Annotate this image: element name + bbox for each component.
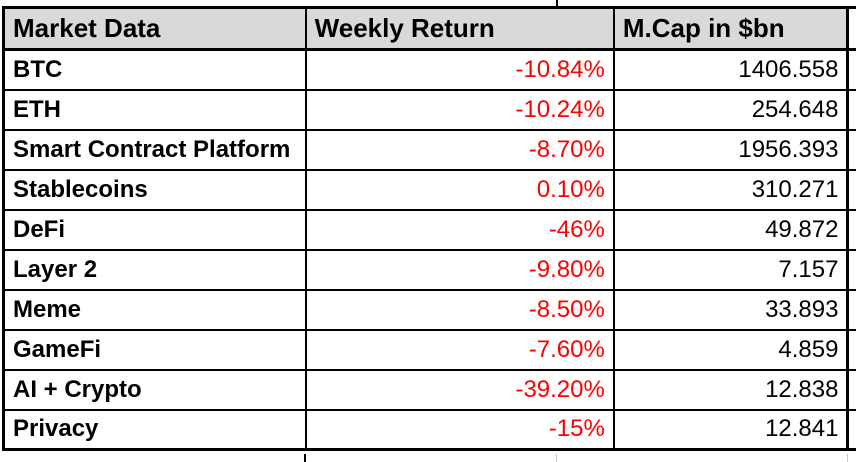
cell-market-name[interactable]: Stablecoins bbox=[1, 168, 307, 211]
cell-market-name[interactable]: BTC bbox=[1, 48, 307, 91]
cropped-next-column bbox=[847, 6, 856, 51]
cell-mcap[interactable]: 254.648 bbox=[612, 88, 850, 131]
gridline-fragment-bottom-right bbox=[847, 454, 848, 462]
table-header-row: Market Data Weekly Return M.Cap in $bn bbox=[1, 6, 856, 51]
table-row: ETH -10.24% 254.648 bbox=[1, 88, 856, 131]
cell-market-name[interactable]: ETH bbox=[1, 88, 307, 131]
cell-market-name[interactable]: Smart Contract Platform bbox=[1, 128, 307, 171]
cell-market-name[interactable]: Layer 2 bbox=[1, 248, 307, 291]
cropped-next-column-cell bbox=[847, 88, 856, 131]
gridline-fragment-bottom-left bbox=[304, 454, 306, 462]
cropped-next-column-cell bbox=[847, 368, 856, 411]
table-row: Meme -8.50% 33.893 bbox=[1, 288, 856, 331]
cell-market-name[interactable]: Meme bbox=[1, 288, 307, 331]
table-row: Smart Contract Platform -8.70% 1956.393 bbox=[1, 128, 856, 171]
cell-market-name[interactable]: AI + Crypto bbox=[1, 368, 307, 411]
table-row: Privacy -15% 12.841 bbox=[1, 408, 856, 451]
cell-market-name[interactable]: Privacy bbox=[1, 408, 307, 451]
cell-mcap[interactable]: 33.893 bbox=[612, 288, 850, 331]
cell-weekly-return[interactable]: -46% bbox=[304, 208, 615, 251]
cell-mcap[interactable]: 7.157 bbox=[612, 248, 850, 291]
cell-mcap[interactable]: 12.838 bbox=[612, 368, 850, 411]
cell-mcap[interactable]: 49.872 bbox=[612, 208, 850, 251]
cell-mcap[interactable]: 1956.393 bbox=[612, 128, 850, 171]
cell-mcap[interactable]: 12.841 bbox=[612, 408, 850, 451]
cropped-next-column-cell bbox=[847, 328, 856, 371]
table-row: AI + Crypto -39.20% 12.838 bbox=[1, 368, 856, 411]
cell-mcap[interactable]: 310.271 bbox=[612, 168, 850, 211]
column-header-weekly-return[interactable]: Weekly Return bbox=[304, 6, 615, 51]
gridline-fragment-top bbox=[556, 0, 558, 6]
cell-weekly-return[interactable]: -8.50% bbox=[304, 288, 615, 331]
cell-weekly-return[interactable]: -9.80% bbox=[304, 248, 615, 291]
cell-weekly-return[interactable]: -15% bbox=[304, 408, 615, 451]
cell-weekly-return[interactable]: -10.84% bbox=[304, 48, 615, 91]
cropped-next-column-cell bbox=[847, 128, 856, 171]
column-header-mcap[interactable]: M.Cap in $bn bbox=[612, 6, 850, 51]
cell-weekly-return[interactable]: 0.10% bbox=[304, 168, 615, 211]
table-row: BTC -10.84% 1406.558 bbox=[1, 48, 856, 91]
table-row: Layer 2 -9.80% 7.157 bbox=[1, 248, 856, 291]
table-row: GameFi -7.60% 4.859 bbox=[1, 328, 856, 371]
cell-weekly-return[interactable]: -8.70% bbox=[304, 128, 615, 171]
table-row: DeFi -46% 49.872 bbox=[1, 208, 856, 251]
cell-weekly-return[interactable]: -39.20% bbox=[304, 368, 615, 411]
table-row: Stablecoins 0.10% 310.271 bbox=[1, 168, 856, 211]
column-header-market-data[interactable]: Market Data bbox=[1, 6, 307, 51]
cell-weekly-return[interactable]: -10.24% bbox=[304, 88, 615, 131]
cell-market-name[interactable]: DeFi bbox=[1, 208, 307, 251]
cropped-next-column-cell bbox=[847, 408, 856, 451]
cropped-next-column-cell bbox=[847, 168, 856, 211]
cropped-next-column-cell bbox=[847, 48, 856, 91]
cell-market-name[interactable]: GameFi bbox=[1, 328, 307, 371]
cropped-next-column-cell bbox=[847, 288, 856, 331]
table-body: BTC -10.84% 1406.558 ETH -10.24% 254.648 Smart… bbox=[1, 48, 856, 451]
cell-weekly-return[interactable]: -7.60% bbox=[304, 328, 615, 371]
cell-mcap[interactable]: 1406.558 bbox=[612, 48, 850, 91]
gridline-fragment-bottom-mid bbox=[556, 454, 557, 462]
cell-mcap[interactable]: 4.859 bbox=[612, 328, 850, 371]
cropped-next-column-cell bbox=[847, 208, 856, 251]
market-data-table: Market Data Weekly Return M.Cap in $bn B… bbox=[1, 6, 856, 451]
cropped-next-column-cell bbox=[847, 248, 856, 291]
